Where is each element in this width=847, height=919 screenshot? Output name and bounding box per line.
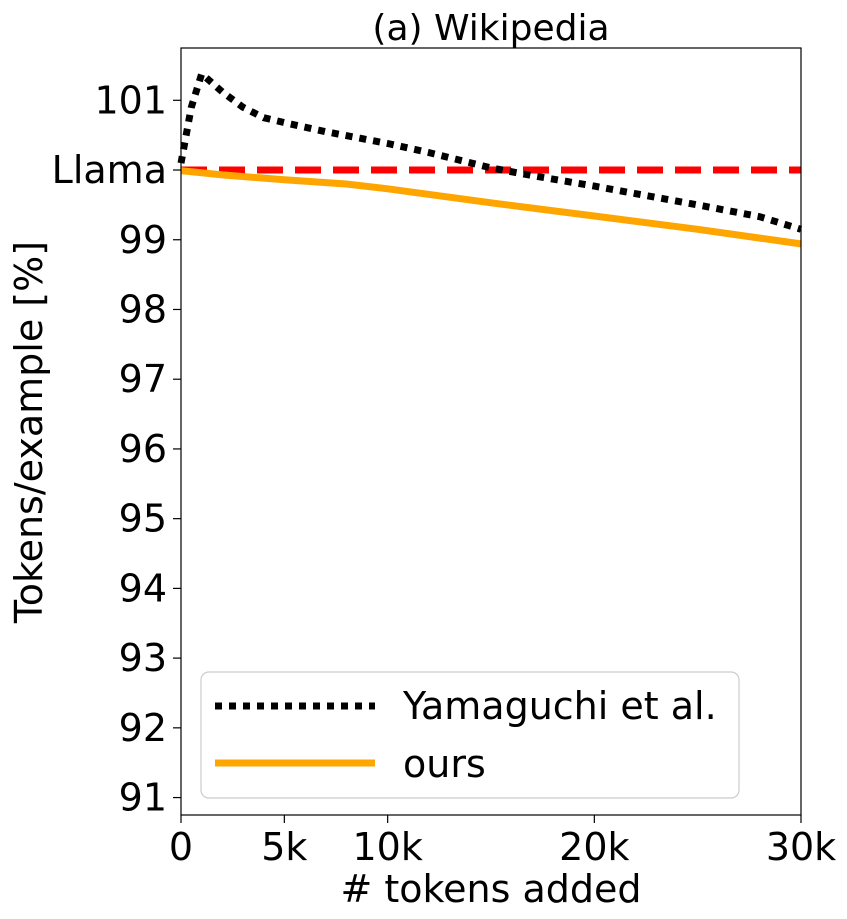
series-line-yamaguchi (177, 70, 803, 233)
y-tick-label: 91 (119, 776, 167, 820)
y-tick-label: Llama (52, 148, 167, 192)
x-tick-label: 5k (261, 825, 307, 869)
y-tick-label: 101 (94, 78, 167, 122)
y-tick-label: 92 (119, 706, 167, 750)
x-axis-label: # tokens added (340, 867, 641, 911)
x-tick-label: 0 (169, 825, 193, 869)
y-tick-label: 93 (119, 636, 167, 680)
x-tick-label: 10k (352, 825, 422, 869)
y-tick-label: 98 (119, 287, 167, 331)
y-tick-label: 95 (119, 497, 167, 541)
y-tick-label: 94 (119, 566, 167, 610)
x-axis: 0 5k 10k 20k 30k (169, 815, 836, 869)
plot-area (177, 70, 803, 248)
y-tick-label: 96 (119, 427, 167, 471)
series-line-ours (180, 167, 802, 248)
x-tick-label: 30k (766, 825, 836, 869)
plot-frame (180, 47, 802, 816)
y-tick-label: 99 (119, 218, 167, 262)
x-tick-label: 20k (559, 825, 629, 869)
y-axis: 91 92 93 94 95 96 97 98 99 Llama 101 (52, 78, 181, 820)
legend-label-yamaguchi: Yamaguchi et al. (402, 684, 717, 728)
legend-label-ours: ours (403, 742, 486, 786)
legend: Yamaguchi et al. ours (200, 671, 740, 799)
y-tick-label: 97 (119, 357, 167, 401)
chart-title: (a) Wikipedia (372, 8, 609, 49)
y-axis-label: Tokens/example [%] (7, 241, 51, 624)
